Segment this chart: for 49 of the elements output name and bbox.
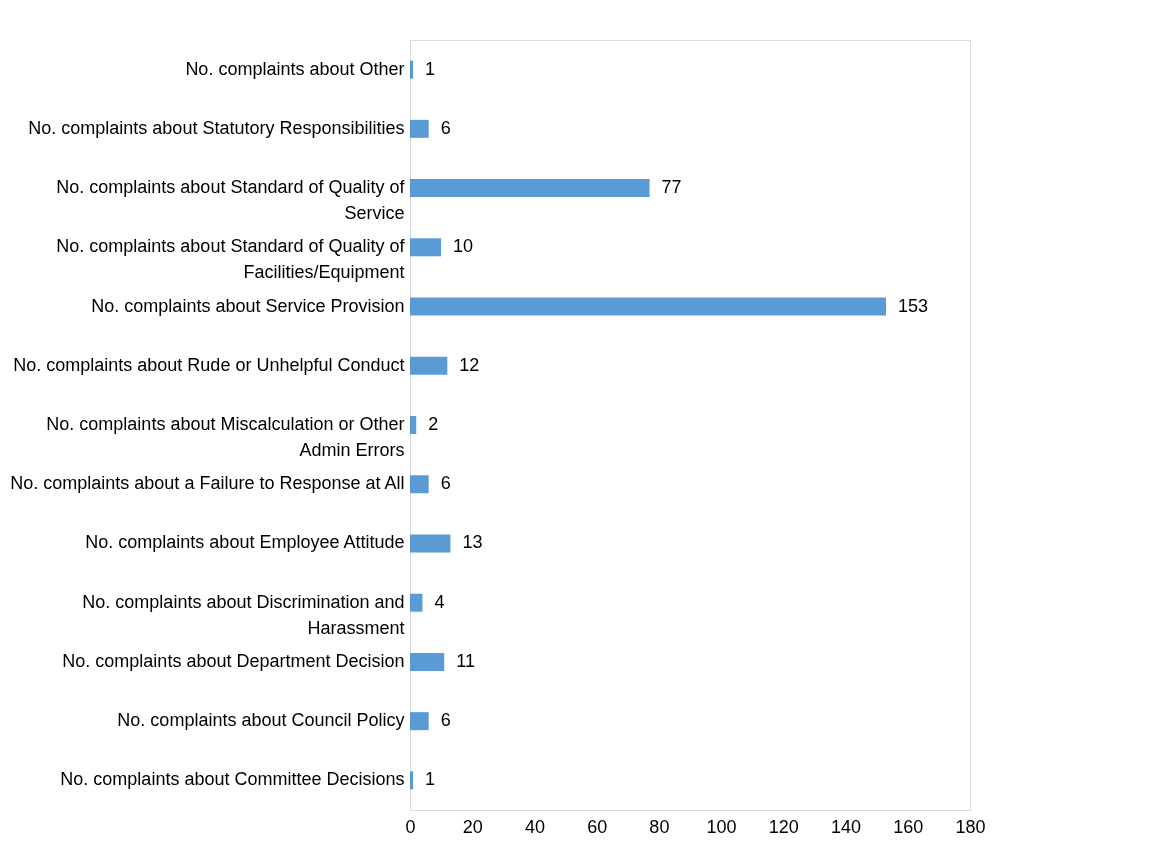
bar [410, 60, 414, 79]
y-tick-label: No. complaints about Discrimination and Harassment [82, 591, 405, 638]
x-tick-label: 40 [524, 816, 545, 837]
data-label: 6 [440, 117, 451, 138]
bar [410, 119, 429, 138]
y-tick-label: No. complaints about Council Policy [117, 710, 405, 731]
x-tick-label: 20 [462, 816, 483, 837]
bar [410, 238, 442, 257]
bar [410, 179, 650, 198]
data-label: 1 [425, 58, 436, 79]
data-label: 12 [459, 354, 480, 375]
x-tick-label: 60 [587, 816, 608, 837]
y-tick-label: No. complaints about Committee Decisions [60, 769, 405, 790]
data-label: 77 [661, 177, 682, 198]
data-label: 2 [428, 414, 439, 434]
y-tick-label: No. complaints about Department Decision [62, 650, 405, 671]
bar [410, 356, 448, 375]
bar [410, 475, 429, 494]
bar [410, 593, 423, 612]
y-tick-label: No. complaints about Employee Attitude [85, 532, 405, 553]
x-tick-label: 140 [831, 816, 862, 837]
data-label: 11 [456, 650, 475, 671]
bar [410, 534, 451, 553]
data-label: 6 [440, 710, 451, 731]
y-tick-label: No. complaints about Rude or Unhelpful Conduct [13, 354, 405, 375]
x-tick-label: 160 [893, 816, 924, 837]
y-tick-label: No. complaints about Standard of Quality of Facilities/Equipment [56, 236, 406, 283]
bar [410, 416, 417, 434]
data-label: 13 [462, 532, 483, 553]
y-tick-label: No. complaints about Other [185, 58, 405, 79]
bar [410, 771, 414, 790]
y-tick-label: No. complaints about Standard of Quality of Service [56, 177, 406, 224]
x-tick-label: 80 [649, 816, 670, 837]
bar [410, 652, 445, 671]
x-tick-label: 120 [768, 816, 799, 837]
bar [410, 297, 886, 316]
bar [410, 712, 429, 731]
y-tick-label: No. complaints about Statutory Responsibilities [28, 117, 405, 138]
data-label: 153 [898, 295, 929, 316]
x-tick-label: 100 [706, 816, 737, 837]
data-label: 4 [434, 591, 445, 612]
y-tick-label: No. complaints about Service Provision [91, 295, 405, 316]
y-tick-label: No. complaints about a Failure to Response at All [10, 473, 405, 494]
data-label: 6 [440, 473, 451, 494]
x-tick-label: 180 [955, 816, 986, 837]
data-label: 1 [425, 769, 436, 790]
y-tick-label: No. complaints about Miscalculation or Other Admin Errors [46, 414, 405, 460]
data-label: 10 [453, 236, 474, 257]
x-tick-label: 0 [405, 816, 416, 837]
